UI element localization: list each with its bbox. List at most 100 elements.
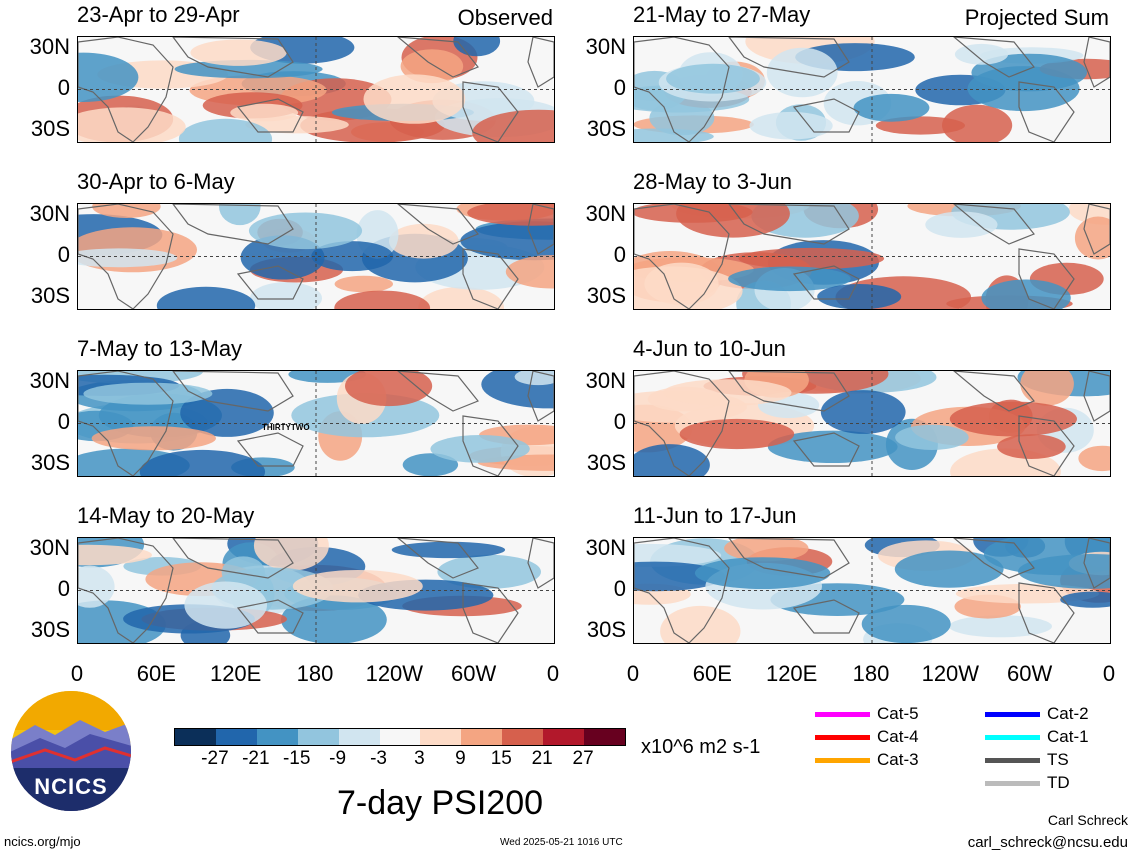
colorbar-tick-label: 3 (414, 748, 425, 769)
colorbar-tick-label: -27 (201, 748, 229, 769)
lon-label: 60E (136, 661, 176, 686)
colorbar-tick-label: -9 (329, 748, 347, 769)
psi200-map-panel (77, 36, 555, 143)
panel-label: Observed (457, 5, 553, 30)
lat-label: 30S (586, 450, 626, 475)
footer-email[interactable]: carl_schreck@ncsu.edu (967, 834, 1128, 851)
lon-label: 0 (1102, 661, 1116, 686)
lat-label: 0 (57, 242, 70, 267)
lon-label: 60W (1007, 661, 1053, 686)
panel-title: 14-May to 20-May (77, 503, 255, 528)
legend-line (985, 735, 1040, 740)
lon-label: 0 (546, 661, 560, 686)
lat-label: 0 (613, 409, 626, 434)
psi200-map-panel: THIRTYTWO (77, 370, 555, 477)
lat-label: 30S (30, 283, 70, 308)
colorbar-swatch (502, 729, 544, 745)
panel-title: 4-Jun to 10-Jun (633, 336, 786, 361)
psi200-map-panel (633, 36, 1111, 143)
colorbar-swatch (584, 729, 625, 745)
psi200-map-panel (633, 537, 1111, 644)
legend-label: Cat-1 (1047, 727, 1089, 746)
legend-line (815, 735, 870, 740)
colorbar-units: x10^6 m2 s-1 (641, 736, 761, 758)
legend-line (985, 781, 1040, 786)
lat-label: 0 (613, 576, 626, 601)
colorbar-swatch (297, 729, 339, 745)
colorbar (174, 728, 626, 746)
colorbar-tick-label: 9 (455, 748, 466, 769)
lon-label: 60W (451, 661, 497, 686)
colorbar-swatch (175, 729, 216, 745)
psi200-map-panel (77, 537, 555, 644)
psi200-map-panel (633, 370, 1111, 477)
colorbar-tick-label: 27 (572, 748, 594, 769)
lat-label: 30N (29, 368, 70, 393)
legend-line (985, 758, 1040, 763)
lat-label: 30N (585, 201, 626, 226)
lon-label: 180 (296, 661, 334, 686)
lon-label: 120W (365, 661, 424, 686)
lat-label: 30S (586, 116, 626, 141)
main-title: 7-day PSI200 (337, 784, 544, 822)
colorbar-swatch (215, 729, 257, 745)
lat-label: 0 (57, 576, 70, 601)
lon-label: 120E (765, 661, 818, 686)
footer-author: Carl Schreck (1047, 812, 1128, 828)
panel-title: 7-May to 13-May (77, 336, 243, 361)
legend-label: Cat-5 (877, 704, 919, 723)
panel-title: 28-May to 3-Jun (633, 169, 792, 194)
lat-label: 30S (586, 283, 626, 308)
lat-label: 30N (585, 535, 626, 560)
panel-title: 21-May to 27-May (633, 2, 811, 27)
lat-label: 30S (30, 116, 70, 141)
footer-timestamp: Wed 2025-05-21 1016 UTC (500, 837, 623, 848)
legend-line (985, 712, 1040, 717)
panel-label: Projected Sum (964, 5, 1109, 30)
logo-text: NCICS (34, 774, 108, 799)
lat-label: 0 (613, 75, 626, 100)
lat-label: 30S (30, 617, 70, 642)
legend-label: Cat-4 (877, 727, 919, 746)
lat-label: 0 (613, 242, 626, 267)
lat-label: 0 (57, 75, 70, 100)
panel-title: 11-Jun to 17-Jun (633, 503, 797, 528)
legend-label: TD (1047, 773, 1070, 792)
legend-line (815, 712, 870, 717)
lon-label: 0 (626, 661, 640, 686)
colorbar-tick-label: -15 (282, 748, 311, 769)
lon-label: 60E (692, 661, 732, 686)
colorbar-swatch (420, 729, 462, 745)
psi200-map-panel (77, 203, 555, 310)
ncics-logo: NCICS (10, 690, 132, 812)
lat-label: 30S (586, 617, 626, 642)
lat-label: 30N (585, 34, 626, 59)
lon-label: 0 (70, 661, 84, 686)
colorbar-swatch (379, 729, 421, 745)
lat-label: 30N (29, 201, 70, 226)
legend-label: Cat-2 (1047, 704, 1089, 723)
colorbar-swatch (543, 729, 585, 745)
panel-title: 23-Apr to 29-Apr (77, 2, 240, 27)
colorbar-tick-label: 15 (490, 748, 512, 769)
colorbar-tick-label: -21 (242, 748, 270, 769)
lon-label: 120W (921, 661, 980, 686)
lon-label: 120E (209, 661, 262, 686)
colorbar-swatch (338, 729, 380, 745)
colorbar-tick-label: -3 (370, 748, 387, 769)
legend-line (815, 758, 870, 763)
colorbar-tick-label: 21 (531, 748, 553, 769)
legend-label: Cat-3 (877, 750, 919, 769)
lat-label: 0 (57, 409, 70, 434)
lat-label: 30N (29, 34, 70, 59)
colorbar-swatch (461, 729, 503, 745)
lat-label: 30N (585, 368, 626, 393)
panel-title: 30-Apr to 6-May (77, 169, 235, 194)
lon-label: 180 (852, 661, 890, 686)
colorbar-swatch (256, 729, 298, 745)
psi200-map-panel (633, 203, 1111, 310)
legend-label: TS (1047, 750, 1069, 769)
lat-label: 30N (29, 535, 70, 560)
footer-url[interactable]: ncics.org/mjo (4, 834, 81, 849)
storm-annotation: THIRTYTWO (262, 423, 310, 432)
